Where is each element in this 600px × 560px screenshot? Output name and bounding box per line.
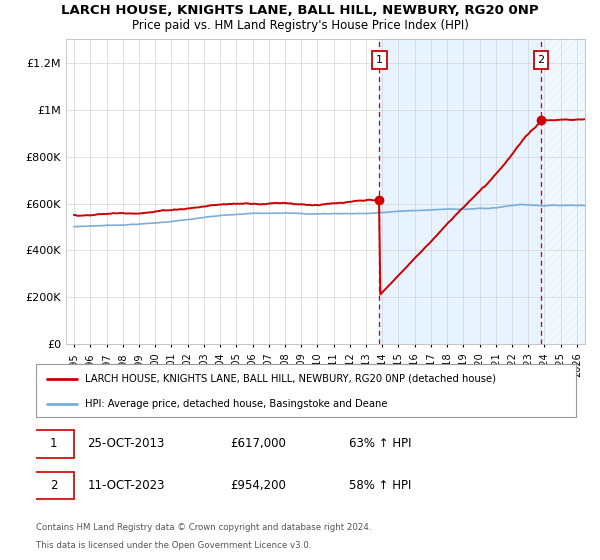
Text: 2: 2 [50,479,58,492]
Text: 58% ↑ HPI: 58% ↑ HPI [349,479,412,492]
Text: 1: 1 [376,55,383,66]
Text: Price paid vs. HM Land Registry's House Price Index (HPI): Price paid vs. HM Land Registry's House … [131,19,469,32]
Text: £954,200: £954,200 [230,479,286,492]
Text: LARCH HOUSE, KNIGHTS LANE, BALL HILL, NEWBURY, RG20 0NP: LARCH HOUSE, KNIGHTS LANE, BALL HILL, NE… [61,4,539,17]
Text: This data is licensed under the Open Government Licence v3.0.: This data is licensed under the Open Gov… [36,541,311,550]
FancyBboxPatch shape [36,364,576,417]
FancyBboxPatch shape [34,430,74,458]
Text: Contains HM Land Registry data © Crown copyright and database right 2024.: Contains HM Land Registry data © Crown c… [36,523,371,532]
Text: 1: 1 [50,437,58,450]
Bar [379,39,541,344]
Text: 25-OCT-2013: 25-OCT-2013 [88,437,164,450]
Bar [541,39,585,344]
Text: 63% ↑ HPI: 63% ↑ HPI [349,437,412,450]
Text: £617,000: £617,000 [230,437,286,450]
Text: LARCH HOUSE, KNIGHTS LANE, BALL HILL, NEWBURY, RG20 0NP (detached house): LARCH HOUSE, KNIGHTS LANE, BALL HILL, NE… [85,374,496,384]
Text: 11-OCT-2023: 11-OCT-2023 [88,479,165,492]
Text: HPI: Average price, detached house, Basingstoke and Deane: HPI: Average price, detached house, Basi… [85,399,387,409]
Text: 2: 2 [538,55,545,66]
FancyBboxPatch shape [34,472,74,500]
